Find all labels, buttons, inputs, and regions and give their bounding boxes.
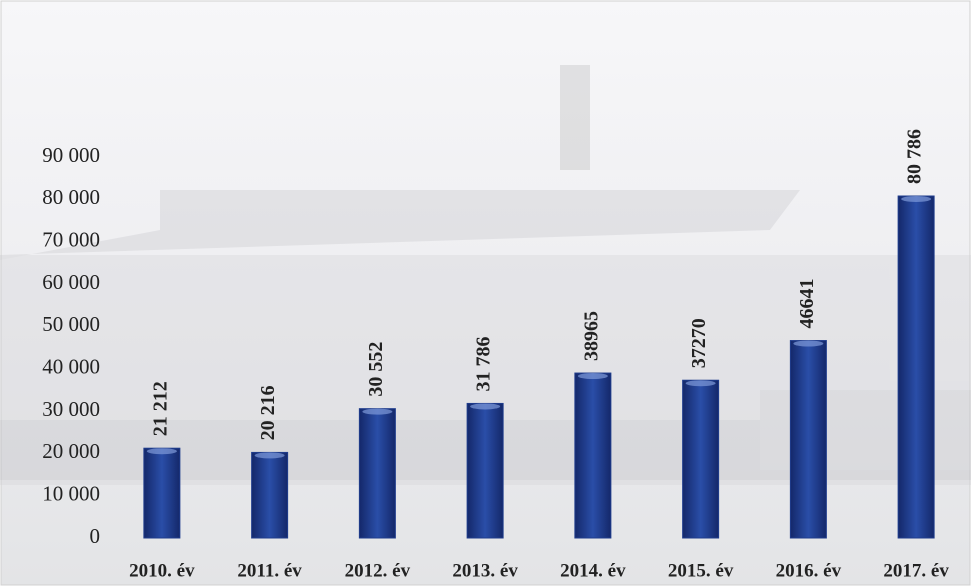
y-tick-label: 0 — [90, 524, 101, 548]
value-label: 37270 — [688, 318, 710, 368]
value-label: 31 786 — [473, 336, 495, 391]
bar-highlight — [147, 448, 177, 454]
x-tick-label: 2010. év — [129, 560, 195, 581]
bar-highlight — [255, 452, 285, 458]
bar — [252, 452, 288, 538]
y-tick-label: 20 000 — [42, 439, 100, 463]
x-tick-label: 2011. év — [237, 560, 302, 581]
x-tick-label: 2012. év — [345, 560, 411, 581]
y-tick-label: 90 000 — [42, 143, 100, 167]
value-label: 20 216 — [257, 385, 279, 440]
bar-highlight — [362, 409, 392, 415]
y-tick-label: 50 000 — [42, 312, 100, 336]
y-tick-label: 70 000 — [42, 227, 100, 251]
bar — [359, 409, 395, 538]
bar — [144, 448, 180, 538]
y-tick-label: 40 000 — [42, 354, 100, 378]
value-label: 38965 — [580, 311, 602, 361]
value-label: 30 552 — [365, 342, 387, 397]
bar-highlight — [793, 341, 823, 347]
value-label: 46641 — [796, 279, 818, 329]
bar — [790, 341, 826, 538]
bar — [575, 373, 611, 538]
x-tick-label: 2015. év — [668, 560, 734, 581]
bar — [898, 196, 934, 538]
chart: 0 10 000 20 000 30 000 40 000 50 000 60 000 70 … — [0, 0, 971, 586]
bar-highlight — [686, 380, 716, 386]
bar-highlight — [901, 196, 931, 202]
y-tick-label: 10 000 — [42, 481, 100, 505]
bar-highlight — [578, 373, 608, 379]
y-tick-label: 80 000 — [42, 185, 100, 209]
bar-highlight — [470, 403, 500, 409]
x-tick-label: 2017. év — [883, 560, 949, 581]
x-tick-label: 2016. év — [776, 560, 842, 581]
x-tick-label: 2013. év — [452, 560, 518, 581]
value-label: 21 212 — [149, 381, 171, 436]
y-tick-label: 60 000 — [42, 270, 100, 294]
bar — [467, 403, 503, 538]
x-tick-label: 2014. év — [560, 560, 626, 581]
y-tick-label: 30 000 — [42, 397, 100, 421]
value-label: 80 786 — [904, 129, 926, 184]
bar — [683, 380, 719, 538]
